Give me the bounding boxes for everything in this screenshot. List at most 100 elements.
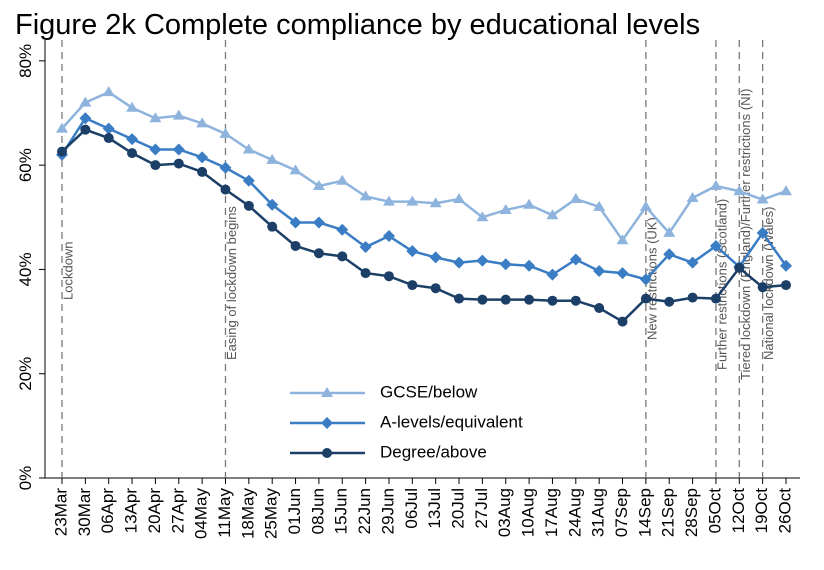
x-tick-label: 04May	[192, 488, 211, 540]
x-tick-label: 21Sep	[659, 488, 678, 537]
marker	[322, 448, 332, 458]
marker	[663, 248, 676, 261]
x-tick-label: 27Apr	[168, 488, 187, 534]
marker	[336, 174, 349, 185]
marker	[80, 124, 91, 135]
marker	[407, 280, 418, 291]
marker	[79, 112, 92, 125]
marker	[639, 200, 652, 211]
marker	[781, 280, 791, 291]
legend-label: GCSE/below	[380, 382, 478, 401]
legend-label: Degree/above	[380, 442, 487, 461]
x-tick-label: 15Jun	[332, 488, 351, 534]
x-tick-label: 05Oct	[705, 488, 724, 534]
marker	[56, 122, 68, 133]
legend-label: A-levels/equivalent	[380, 412, 523, 431]
x-tick-label: 06Jul	[402, 488, 421, 529]
marker	[593, 200, 606, 211]
marker	[219, 127, 232, 138]
x-tick-label: 29Jun	[378, 488, 397, 534]
marker	[289, 164, 302, 175]
marker	[780, 259, 792, 272]
marker	[243, 200, 254, 211]
legend: GCSE/below A-levels/equivalent Degree/abov…	[290, 382, 523, 461]
marker	[406, 195, 419, 206]
marker	[196, 117, 209, 128]
x-tick-label: 24Aug	[565, 488, 584, 537]
marker	[127, 148, 138, 159]
series-line	[61, 128, 787, 324]
marker	[79, 96, 92, 107]
marker	[640, 293, 651, 304]
x-tick-label: 11May	[215, 488, 234, 538]
marker	[382, 195, 395, 206]
marker	[569, 253, 582, 266]
y-tick-label: 40%	[16, 252, 35, 286]
marker	[321, 417, 333, 429]
marker	[149, 112, 162, 123]
marker	[173, 158, 184, 169]
annotation-label: Further restrictions (Scotland)	[715, 199, 730, 370]
x-tick-label: 17Aug	[542, 488, 561, 537]
x-tick-label: 20Jul	[449, 488, 468, 529]
marker	[430, 283, 441, 294]
marker	[686, 191, 699, 202]
marker	[360, 268, 371, 279]
x-tick-label: 18May	[238, 488, 257, 540]
marker	[359, 190, 372, 201]
x-tick-label: 06Apr	[98, 488, 117, 534]
marker	[150, 160, 161, 171]
marker	[196, 151, 209, 164]
y-tick-label: 80%	[16, 44, 35, 78]
marker	[476, 254, 489, 267]
marker	[523, 198, 536, 209]
marker	[756, 193, 769, 204]
y-tick-label: 0%	[16, 466, 35, 491]
annotation-label: New restrictions (UK)	[644, 217, 659, 340]
x-tick-label: 12Oct	[729, 488, 748, 534]
marker	[126, 133, 139, 146]
marker	[406, 245, 419, 258]
x-tick-label: 14Sep	[635, 488, 654, 537]
marker	[454, 293, 465, 304]
x-tick-label: 27Jul	[472, 488, 491, 529]
marker	[734, 262, 745, 273]
marker	[569, 193, 582, 204]
x-tick-label: 31Aug	[589, 488, 608, 537]
x-tick-label: 22Jun	[355, 488, 374, 534]
marker	[336, 223, 349, 236]
marker	[312, 180, 325, 190]
marker	[267, 221, 278, 232]
marker	[570, 295, 581, 306]
x-tick-label: 30Mar	[75, 488, 94, 537]
marker	[524, 294, 535, 305]
y-tick-label: 20%	[16, 357, 35, 391]
marker	[290, 240, 301, 251]
marker	[709, 239, 722, 252]
marker	[616, 234, 629, 245]
x-tick-label: 28Sep	[682, 488, 701, 537]
marker	[359, 241, 372, 254]
x-tick-label: 03Aug	[495, 488, 514, 537]
marker	[476, 211, 489, 222]
marker	[219, 161, 232, 174]
marker	[197, 166, 208, 177]
marker	[546, 268, 559, 281]
marker	[477, 294, 488, 305]
x-tick-label: 13Apr	[122, 488, 141, 534]
marker	[429, 251, 442, 264]
marker	[313, 248, 324, 259]
marker	[594, 303, 605, 314]
marker	[266, 198, 279, 211]
marker	[780, 185, 792, 196]
marker	[321, 387, 333, 397]
marker	[453, 193, 466, 204]
x-tick-label: 01Jun	[285, 488, 304, 534]
x-tick-label: 08Jun	[308, 488, 327, 534]
marker	[382, 230, 395, 243]
marker	[266, 153, 279, 164]
marker	[102, 86, 115, 97]
marker	[547, 295, 558, 306]
marker	[546, 209, 559, 220]
